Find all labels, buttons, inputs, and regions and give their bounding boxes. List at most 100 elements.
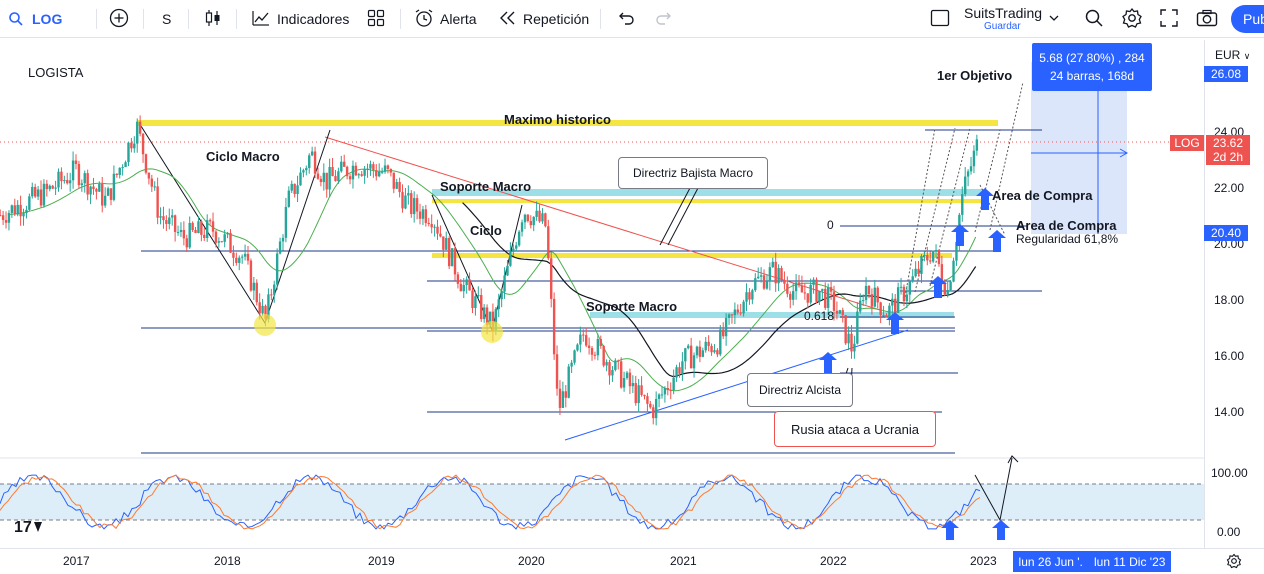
alert-button[interactable]: Alerta <box>414 0 477 38</box>
candle-body <box>923 255 926 257</box>
cycle-low-marker <box>481 321 503 343</box>
replay-button[interactable]: Repetición <box>499 0 589 38</box>
divider <box>143 9 144 29</box>
price-tick: 16.00 <box>1214 349 1245 363</box>
candle-body <box>95 189 98 192</box>
redo-button[interactable] <box>655 0 673 38</box>
candle-body <box>555 354 559 389</box>
candle-body <box>911 276 914 282</box>
candle-body <box>401 192 404 209</box>
candle-body <box>208 220 212 222</box>
candle-body <box>415 198 419 212</box>
candle-body <box>363 169 366 176</box>
year-label: 2018 <box>214 554 241 568</box>
candle-body <box>797 282 801 286</box>
candle-body <box>619 361 623 388</box>
chart-pane[interactable]: 17 LOGISTA Maximo historico Ciclo Macro … <box>0 40 1204 548</box>
candle-body <box>118 167 121 175</box>
label-rusia[interactable]: Rusia ataca a Ucrania <box>774 411 936 447</box>
measure-arrow <box>1119 148 1129 158</box>
axis-settings-button[interactable] <box>1226 553 1242 574</box>
divider <box>188 9 189 29</box>
candle-body <box>859 300 862 312</box>
candle-body <box>550 258 553 299</box>
candle-body <box>736 309 739 313</box>
candle-body <box>914 268 917 277</box>
symbol-tag: LOG <box>1170 135 1204 151</box>
candle-body <box>273 284 276 295</box>
candle-body <box>791 291 795 300</box>
candle-body <box>482 307 486 320</box>
candle-body <box>902 286 906 302</box>
candle-body <box>963 176 967 195</box>
layout-checkbox[interactable] <box>930 0 950 38</box>
candle-body <box>879 302 882 316</box>
measure-line1: 5.68 (27.80%) , 284 <box>1039 51 1145 65</box>
candle-body <box>754 278 757 291</box>
candle-body <box>774 261 777 284</box>
candle-body <box>54 187 57 189</box>
chart-type-button[interactable] <box>204 0 222 38</box>
candle-body <box>584 335 588 346</box>
candle-body <box>547 226 550 259</box>
candle-body <box>214 231 218 243</box>
square-icon <box>930 8 950 31</box>
level-support-mid <box>432 253 952 258</box>
candle-body <box>433 226 436 228</box>
search-button[interactable] <box>1084 0 1104 38</box>
fullscreen-button[interactable] <box>1160 0 1178 38</box>
candle-body <box>424 209 428 223</box>
alert-label: Alerta <box>440 11 477 27</box>
layout-menu[interactable]: SuitsTrading Guardar <box>964 0 1042 38</box>
candle-body <box>188 222 191 248</box>
candles-icon <box>204 8 222 31</box>
range-end: lun 11 Dic '23 <box>1093 554 1166 569</box>
templates-button[interactable] <box>367 0 385 38</box>
layout-dropdown[interactable] <box>1048 0 1060 38</box>
time-axis[interactable]: 2017 2018 2019 2020 2021 2022 2023 lun 2… <box>0 548 1264 573</box>
candle-body <box>512 248 515 252</box>
candle-body <box>144 154 148 173</box>
label-directriz-alcista[interactable]: Directriz Alcista <box>747 373 853 407</box>
candle-body <box>786 283 789 294</box>
candle-body <box>462 285 465 292</box>
candle-body <box>515 245 518 249</box>
undo-button[interactable] <box>617 0 635 38</box>
candle-body <box>63 180 66 182</box>
snapshot-button[interactable] <box>1196 0 1218 38</box>
candle-body <box>456 274 460 284</box>
candle-body <box>934 250 938 252</box>
publish-label: Pub <box>1243 11 1264 27</box>
currency-selector[interactable]: EUR ∨ <box>1215 48 1250 62</box>
candle-body <box>150 178 153 187</box>
candle-body <box>888 305 891 318</box>
candle-body <box>961 194 964 215</box>
candle-body <box>812 279 815 285</box>
candle-body <box>783 280 786 284</box>
price-tick: 14.00 <box>1214 405 1245 419</box>
up-arrow-icon <box>941 520 959 540</box>
directriz-bajista-text: Directriz Bajista Macro <box>632 166 754 180</box>
candle-body <box>249 260 253 291</box>
price-axis[interactable]: EUR ∨ 24.00 22.00 20.00 18.00 16.00 14.0… <box>1204 40 1264 548</box>
compare-button[interactable] <box>109 0 129 38</box>
candle-body <box>544 213 547 227</box>
candle-body <box>270 294 273 296</box>
symbol-search[interactable]: LOG <box>8 0 62 38</box>
publish-button[interactable]: Pub <box>1231 5 1264 33</box>
candle-body <box>806 293 809 303</box>
label-directriz-bajista[interactable]: Directriz Bajista Macro <box>618 157 768 189</box>
candle-body <box>235 257 238 263</box>
candle-body <box>51 185 54 189</box>
candle-body <box>162 216 165 221</box>
candle-body <box>442 236 445 250</box>
settings-button[interactable] <box>1121 0 1143 38</box>
indicators-button[interactable]: Indicadores <box>251 0 349 38</box>
price-tick: 18.00 <box>1214 293 1245 307</box>
candle-body <box>622 377 626 388</box>
candle-body <box>109 188 113 200</box>
candle-body <box>316 173 320 179</box>
candle-body <box>876 287 879 303</box>
candle-body <box>226 232 229 235</box>
interval-button[interactable]: S <box>162 0 171 38</box>
